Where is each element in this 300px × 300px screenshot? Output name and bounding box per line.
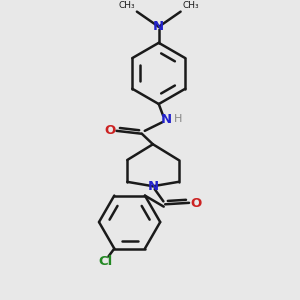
Text: N: N (160, 113, 172, 126)
Text: Cl: Cl (98, 255, 113, 268)
Text: CH₃: CH₃ (182, 1, 199, 10)
Text: H: H (174, 114, 182, 124)
Text: CH₃: CH₃ (119, 1, 135, 10)
Text: N: N (147, 180, 158, 193)
Text: O: O (190, 197, 202, 210)
Text: O: O (104, 124, 116, 137)
Text: N: N (153, 20, 164, 33)
